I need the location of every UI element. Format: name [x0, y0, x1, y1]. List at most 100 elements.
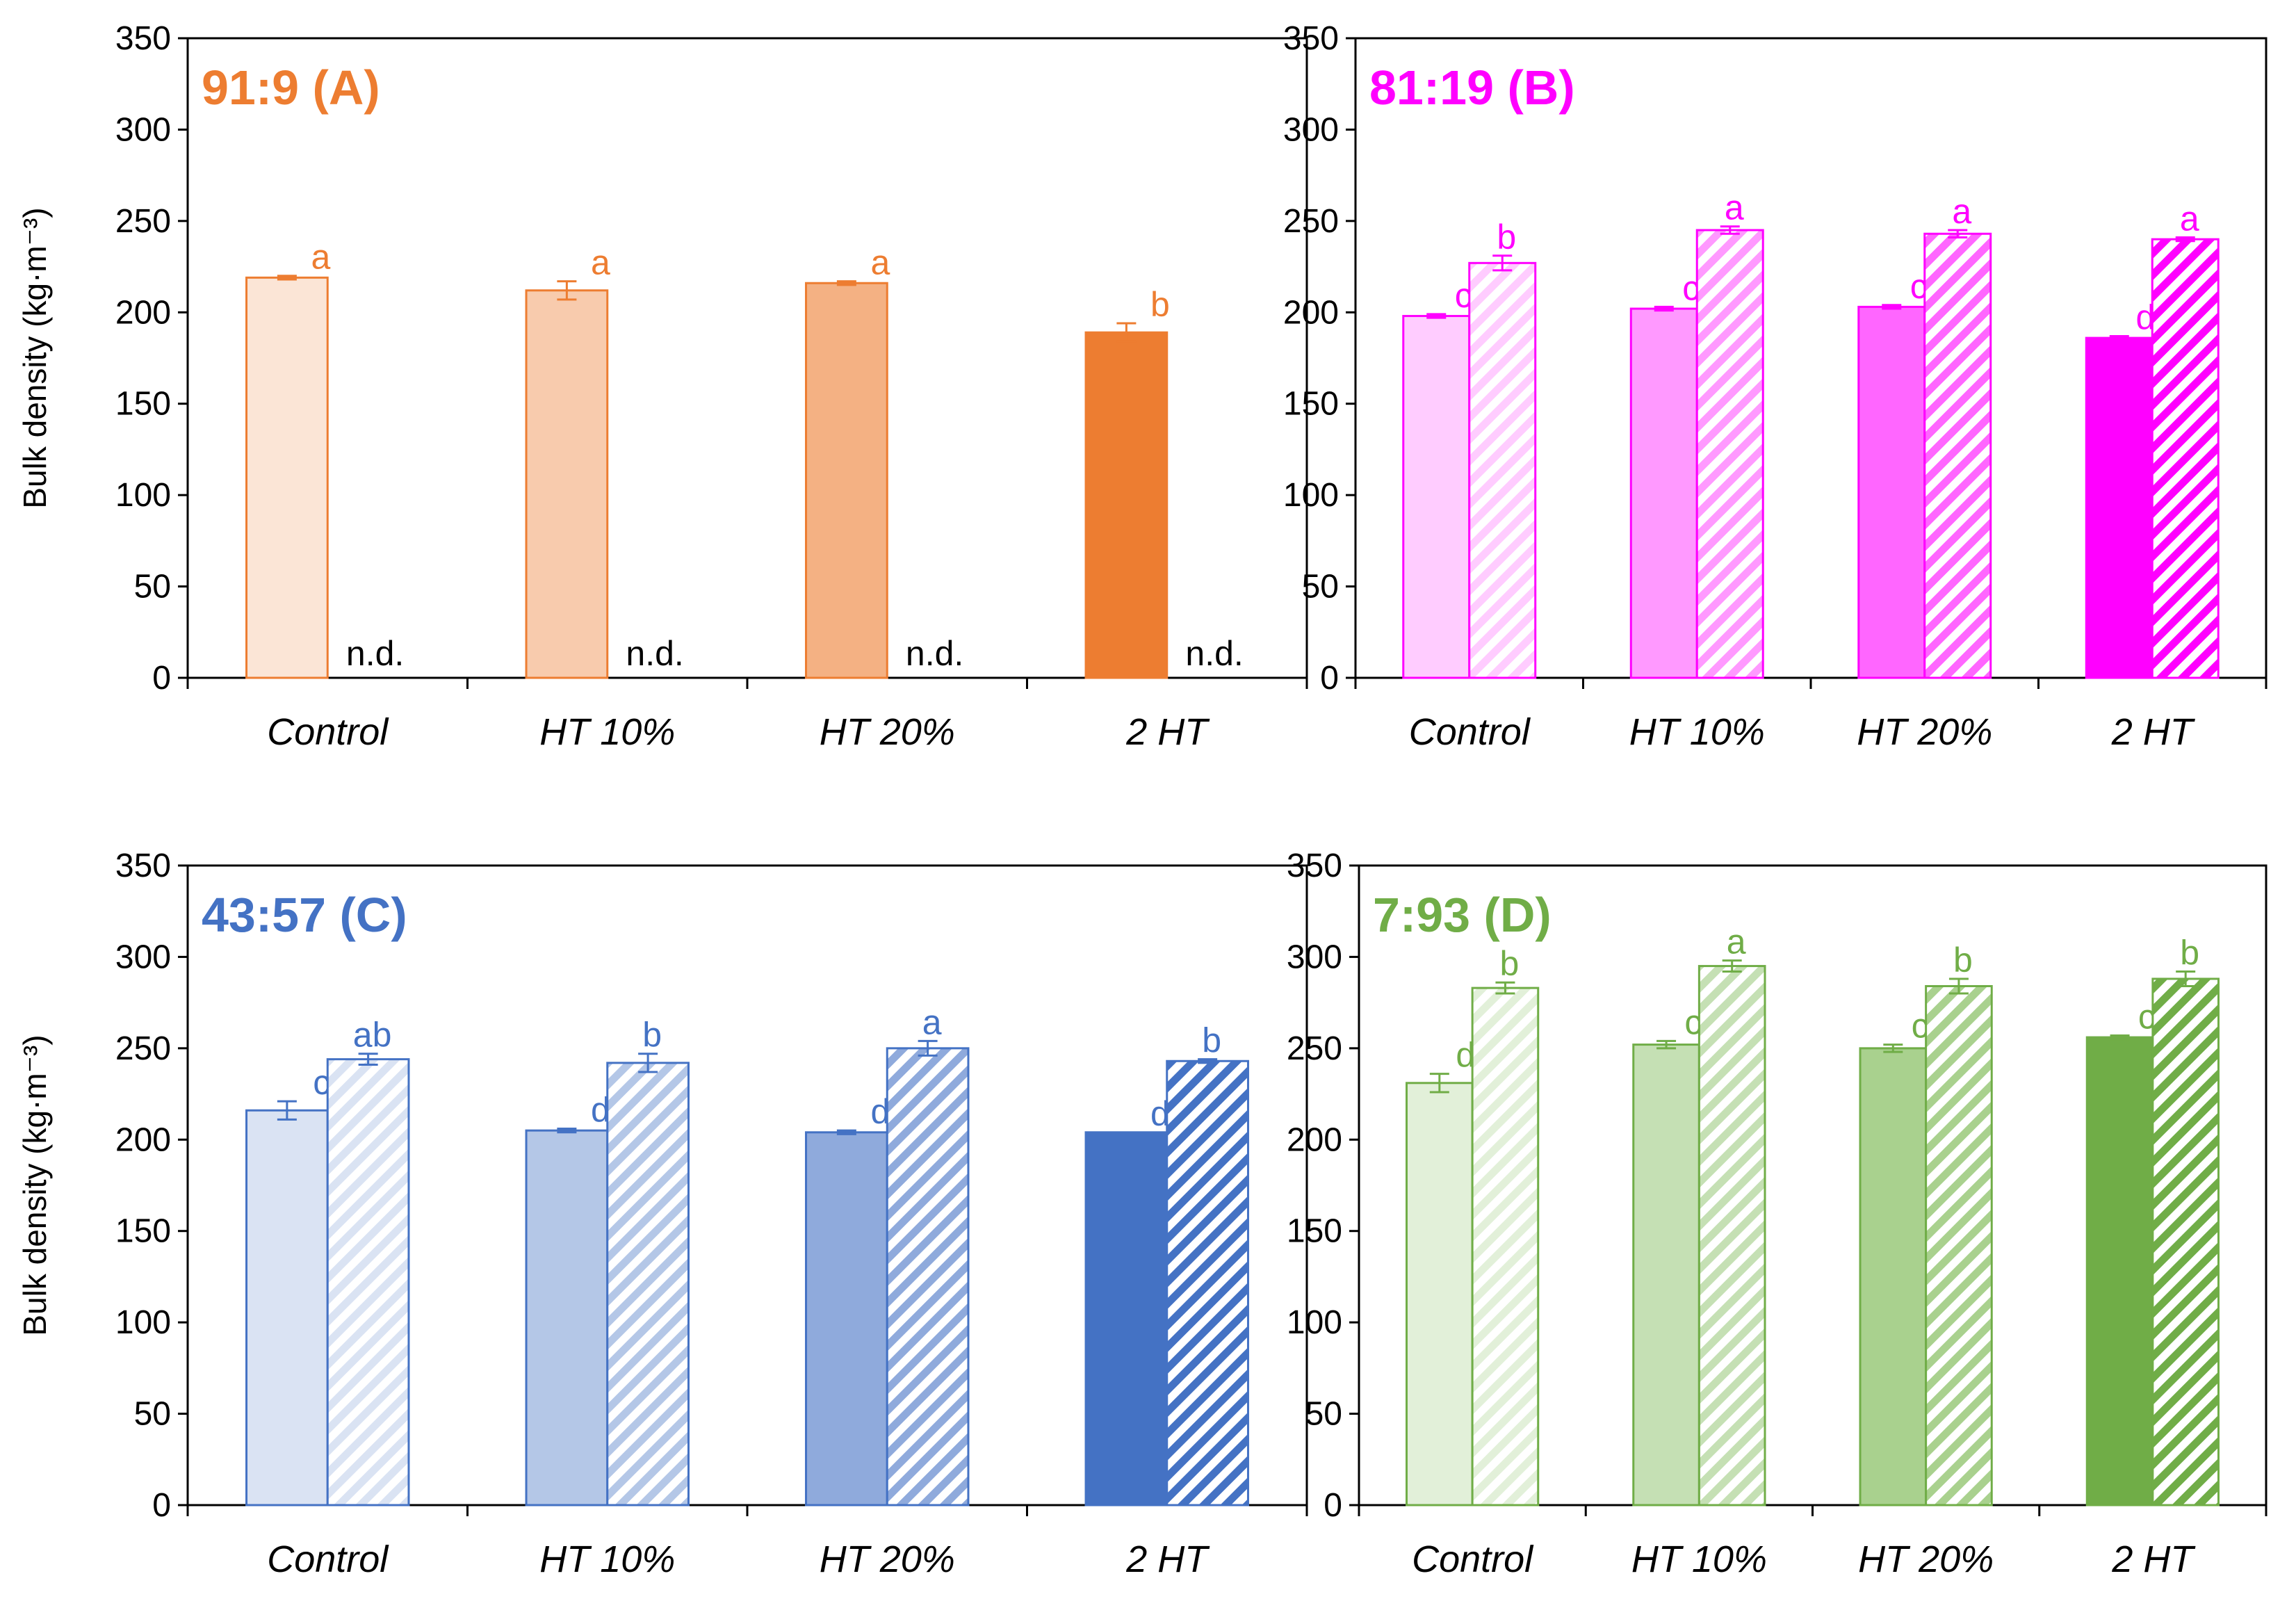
y-tick-label: 250 [115, 203, 171, 240]
bar-hatched [326, 1058, 410, 1507]
x-tick-label: Control [267, 711, 389, 753]
bar-solid [2085, 336, 2153, 679]
significance-label: b [1497, 218, 1516, 257]
x-tick-label: Control [1409, 711, 1531, 753]
bar-solid [1406, 1082, 1474, 1507]
bar-solid [2085, 1036, 2154, 1507]
not-determined-label: n.d. [346, 634, 404, 673]
bar-solid [1084, 331, 1169, 679]
y-tick-label: 50 [134, 569, 171, 606]
bar-hatched [2151, 977, 2220, 1507]
bar-solid [245, 1109, 329, 1507]
y-tick-label: 50 [134, 1396, 171, 1433]
significance-label: b [1953, 941, 1973, 980]
x-tick-label: Control [1412, 1538, 1534, 1580]
y-tick-label: 250 [1287, 1030, 1342, 1067]
x-tick-label: HT 20% [820, 1538, 955, 1580]
y-axis-label: Bulk density (kg·m⁻³) [17, 207, 53, 508]
bar-solid [1859, 1047, 1928, 1507]
y-tick-label: 350 [115, 847, 171, 884]
x-tick-label: 2 HT [2111, 1538, 2196, 1580]
significance-label: b [1150, 285, 1170, 324]
significance-label: a [922, 1002, 942, 1041]
x-tick-label: 2 HT [1125, 711, 1210, 753]
x-tick-label: HT 10% [1631, 1538, 1767, 1580]
y-tick-label: 150 [115, 1213, 171, 1250]
y-tick-label: 150 [1287, 1213, 1342, 1250]
y-axis-label: Bulk density (kg·m⁻³) [17, 1034, 53, 1335]
x-tick-label: 2 HT [1125, 1538, 1210, 1580]
significance-label: a [311, 238, 330, 277]
y-tick-label: 100 [115, 1304, 171, 1341]
y-tick-label: 100 [1287, 1304, 1342, 1341]
y-tick-label: 200 [115, 1121, 171, 1158]
y-tick-label: 350 [115, 20, 171, 57]
x-tick-label: HT 20% [820, 711, 955, 753]
bar-solid [1629, 307, 1698, 679]
bar-solid [805, 1131, 888, 1507]
y-tick-label: 200 [115, 294, 171, 331]
y-tick-label: 300 [115, 939, 171, 975]
significance-label: b [2180, 933, 2199, 972]
panel-1: 0 50 100 150 200 250 300 350 Bulk density (kg·m⁻… [17, 20, 1308, 753]
y-tick-label: 350 [1287, 847, 1342, 884]
bar-hatched [1166, 1059, 1249, 1507]
y-tick-label: 100 [1283, 477, 1339, 514]
panel-title: 81:19 (B) [1369, 60, 1575, 115]
panel-3: 0 50 100 150 200 250 300 350 Bulk density (kg·m⁻… [17, 847, 1308, 1580]
x-tick-label: HT 20% [1857, 711, 1992, 753]
panel-title: 43:57 (C) [202, 888, 407, 942]
significance-label: b [642, 1016, 662, 1055]
bar-hatched [1923, 232, 1992, 679]
bar-solid [1632, 1043, 1700, 1507]
bar-hatched [1925, 984, 1993, 1507]
y-tick-label: 0 [1320, 660, 1339, 697]
y-tick-label: 150 [1283, 386, 1339, 423]
significance-label: a [2180, 200, 2199, 238]
bar-solid [245, 276, 329, 679]
x-tick-label: HT 10% [539, 1538, 675, 1580]
bar-hatched [1697, 965, 1766, 1507]
significance-label: a [1727, 923, 1746, 961]
x-tick-label: HT 10% [539, 711, 675, 753]
bar-solid [1402, 315, 1471, 679]
y-tick-label: 200 [1287, 1121, 1342, 1158]
bar-solid [525, 289, 609, 679]
bar-hatched [606, 1062, 690, 1507]
y-tick-label: 50 [1302, 569, 1339, 606]
significance-label: a [591, 243, 610, 282]
bar-hatched [1471, 986, 1540, 1507]
y-tick-label: 300 [1283, 111, 1339, 148]
y-tick-label: 300 [115, 111, 171, 148]
y-tick-label: 250 [1283, 203, 1339, 240]
y-tick-label: 0 [152, 660, 171, 697]
x-tick-label: 2 HT [2111, 711, 2196, 753]
panel-title: 7:93 (D) [1373, 888, 1552, 942]
significance-label: a [1952, 192, 1971, 231]
bar-solid [525, 1129, 609, 1507]
significance-label: b [1202, 1021, 1221, 1060]
x-tick-label: HT 20% [1858, 1538, 1994, 1580]
y-tick-label: 350 [1283, 20, 1339, 57]
y-tick-label: 0 [152, 1487, 171, 1524]
significance-label: a [1725, 188, 1744, 227]
not-determined-label: n.d. [1185, 634, 1243, 673]
x-tick-label: Control [267, 1538, 389, 1580]
y-tick-label: 50 [1305, 1396, 1342, 1433]
not-determined-label: n.d. [906, 634, 963, 673]
y-tick-label: 200 [1283, 294, 1339, 331]
significance-label: a [870, 243, 890, 282]
x-tick-label: HT 10% [1629, 711, 1765, 753]
y-tick-label: 150 [115, 386, 171, 423]
y-tick-label: 300 [1287, 939, 1342, 975]
bar-solid [1084, 1131, 1169, 1507]
bar-solid [805, 282, 888, 679]
not-determined-label: n.d. [626, 634, 683, 673]
bar-hatched [1468, 261, 1537, 679]
bar-hatched [1695, 229, 1764, 679]
y-tick-label: 250 [115, 1030, 171, 1067]
bar-hatched [2151, 238, 2220, 679]
